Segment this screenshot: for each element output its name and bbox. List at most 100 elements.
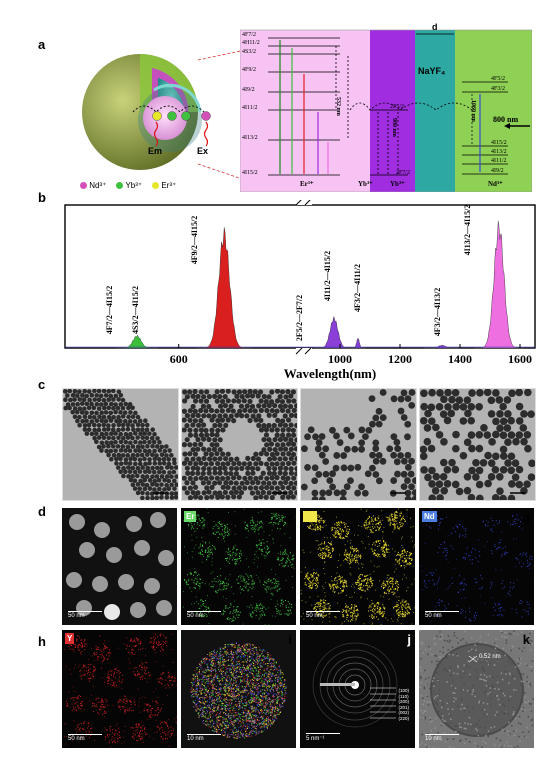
x-axis-label: Wavelength(nm) (284, 366, 376, 381)
x-tick-label-1200: 1200 (388, 352, 412, 366)
em-label: Em (148, 146, 163, 156)
spectrum-peak-1060 (350, 337, 366, 349)
transition-label-4: 4I11/2—4I15/2 (323, 251, 332, 301)
emission-wave (153, 121, 159, 147)
transition-label-6: 4F3/2—4I13/2 (433, 288, 442, 336)
er-level-4f92: 4F9/2 (242, 67, 257, 73)
nd-level-4i152: 4I15/2 (491, 140, 507, 146)
tag-nd: Nd (422, 511, 437, 522)
transition-label-7: 4I13/2—4I15/2 (463, 205, 472, 256)
yb-ion-label-2: Yb³⁺ (390, 180, 405, 188)
tem-image-4 (419, 388, 536, 501)
panel-label-h: h (38, 634, 46, 649)
energy-level-diagram: 4F7/2 4H11/2 4S3/2 4F9/2 4I9/2 4I11/2 4I… (239, 22, 533, 193)
eds-map-yb: Yb f 50 nm (300, 508, 415, 625)
nd-level-4i92: 4I9/2 (491, 168, 504, 174)
beam-stop (320, 683, 355, 686)
er-level-4i132: 4I13/2 (242, 135, 258, 141)
legend-yb: Yb³⁺ (116, 181, 142, 190)
ring-label-3: (201) (398, 704, 409, 710)
tag-y: Y (65, 633, 75, 644)
eds-overlay: i 10 nm (181, 630, 296, 748)
er-level-labels: 4F7/2 4H11/2 4S3/2 (242, 32, 260, 55)
x-tick-label-1600: 1600 (508, 352, 532, 366)
panel-label-c: c (38, 377, 46, 392)
nd-region (455, 30, 532, 192)
wl-980: 980 nm (391, 118, 397, 137)
core-shell-sphere: Em Ex (70, 49, 246, 181)
legend-nd: Nd³⁺ (80, 181, 106, 190)
haadf-image: 50 nm (62, 508, 177, 625)
panel-label-b: b (38, 190, 46, 205)
nd-ion-dot (201, 111, 211, 121)
panel-label-d: d (38, 504, 46, 519)
wl-532: 532 nm (335, 97, 341, 116)
x-tick-label-1400: 1400 (448, 352, 472, 366)
lattice-spacing-label: 0.52 nm (479, 654, 501, 660)
spectrum-peak-980 (314, 315, 354, 349)
emission-spectrum-chart: 600 1000 1200 1400 1600 Wavelength(nm) 4F7/2—4… (60, 198, 540, 385)
transition-label-0: 4F7/2—4I15/2 (105, 286, 114, 334)
nd-ion-label: Nd³⁺ (488, 180, 503, 188)
scalebar-d: 50 nm (68, 611, 102, 619)
er-level-4i112: 4I11/2 (242, 105, 258, 111)
er-ion-label: Er³⁺ (300, 180, 314, 188)
panel-label-a: a (38, 37, 46, 52)
ring-label-2: (200) (398, 699, 409, 705)
nd-level-4i132: 4I13/2 (491, 149, 507, 155)
nayf4-label: NaYF₄ (418, 66, 446, 76)
eds-map-nd: Nd g 50 nm (419, 508, 534, 625)
ring-label-4: (002) (398, 710, 409, 716)
diffraction-ring-labels: (100) (110) (200) (201) (002) (220) (398, 688, 409, 722)
x-tick-label-600: 600 (170, 352, 188, 366)
transition-label-1: 4S3/2—4I15/2 (131, 286, 140, 334)
er-level-4i152: 4I15/2 (242, 170, 258, 176)
scalebar-k: 10 nm (425, 734, 459, 742)
scalebar-f: 50 nm (306, 611, 340, 619)
hrtem-image: k 0.52 nm 10 nm (419, 630, 534, 748)
yb-ion-label-1: Yb³⁺ (358, 180, 373, 188)
ring-label-0: (100) (398, 688, 409, 693)
panel-label-j: j (407, 632, 411, 647)
spectrum-peak-545 (116, 334, 158, 349)
saed-pattern: j (100) (110) (200) (201) (002) (220) 5 nm⁻¹ (300, 630, 415, 748)
ion-legend: Nd³⁺ Yb³⁺ Er³⁺ (80, 181, 176, 190)
ring-label-1: (110) (398, 693, 409, 699)
nd-level-4i112: 4I11/2 (491, 158, 507, 164)
legend-er: Er³⁺ (152, 181, 176, 190)
tem-image-3 (300, 388, 417, 501)
er-ion-dot (152, 111, 162, 121)
yb-ion-dot (167, 111, 177, 121)
d-label: d (432, 22, 438, 32)
scalebar-h: 50 nm (68, 734, 102, 742)
yb-level-2f52: 2F5/2 (390, 104, 405, 110)
transition-label-5: 4F3/2—4I11/2 (353, 264, 362, 312)
panel-label-f: f (406, 510, 411, 525)
nayf4-region (415, 30, 455, 192)
wl-1060: 1060 nm (470, 100, 476, 122)
excitation-wave (203, 121, 209, 147)
eds-map-er: Er e 50 nm (181, 508, 296, 625)
scalebar-g: 50 nm (425, 611, 459, 619)
wl-800: 800 nm (493, 115, 519, 124)
panel-label-e: e (284, 510, 292, 525)
yb-level-2f72: 2F7/2 (396, 170, 411, 176)
tem-image-1 (62, 388, 179, 501)
yb-region (370, 30, 415, 192)
panel-label-g: g (522, 510, 530, 525)
spectrum-peak-1530 (473, 220, 525, 349)
tem-image-2 (181, 388, 298, 501)
scalebar-j: 5 nm⁻¹ (306, 733, 340, 742)
spectrum-peak-660 (196, 227, 252, 349)
transition-label-3: 2F5/2—2F7/2 (295, 295, 304, 341)
eds-map-y: Y 50 nm (62, 630, 177, 748)
ring-label-5: (220) (398, 715, 409, 721)
transition-label-2: 4F9/2—4I15/2 (190, 216, 199, 264)
er-level-4i92: 4I9/2 (242, 87, 255, 93)
scalebar-i: 10 nm (187, 734, 221, 742)
nd-level-4f32: 4F3/2 (491, 86, 506, 92)
spectrum-peak-1340 (424, 344, 460, 349)
axis-break (296, 199, 312, 205)
axis-break (296, 348, 312, 354)
tag-er: Er (184, 511, 197, 522)
